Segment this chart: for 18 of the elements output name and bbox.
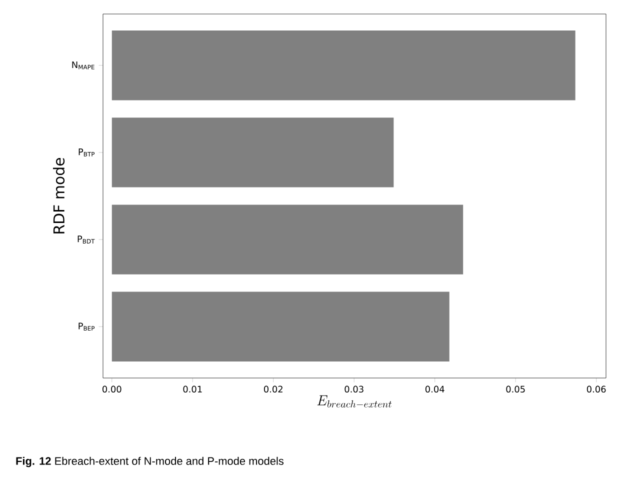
y-tick-label: P$_{BTP}$ [78, 148, 95, 156]
y-tick-label: N$_{MAPE}$ [72, 61, 94, 70]
x-tick-label: 0.02 [264, 386, 282, 393]
bar [112, 118, 394, 188]
x-tick-label: 0.05 [506, 386, 525, 393]
x-axis-title: $E_{breach-extent}$ [317, 395, 392, 408]
x-tick-label: 0.01 [183, 386, 202, 393]
y-tick-label: P$_{BEP}$ [78, 322, 95, 331]
bar [112, 204, 464, 274]
y-tick-label: P$_{BDT}$ [78, 236, 95, 244]
x-tick-label: 0.04 [425, 386, 444, 393]
y-axis-title: RDF mode [53, 158, 65, 234]
x-tick-label: 0.06 [586, 386, 606, 393]
x-tick-label: 0.03 [344, 386, 364, 393]
bar [112, 292, 450, 362]
bar [112, 30, 576, 100]
text: Fig. 12 Ebreach-extent of N-mode and P-mode models [16, 456, 284, 468]
x-tick-label: 0.00 [102, 386, 122, 393]
